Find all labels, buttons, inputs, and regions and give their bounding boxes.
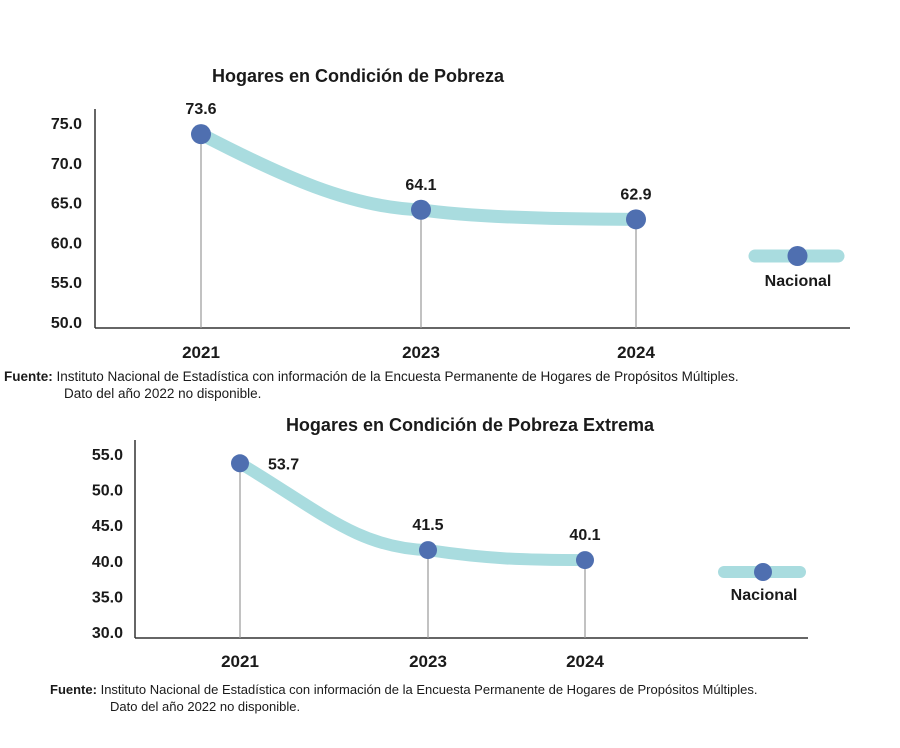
data-point (626, 209, 646, 230)
y-tick-label: 50.0 (92, 483, 123, 500)
data-label: 41.5 (412, 517, 443, 534)
source-text: Instituto Nacional de Estadística con in… (56, 369, 739, 384)
y-tick-label: 70.0 (51, 156, 82, 173)
y-tick-label: 75.0 (51, 116, 82, 133)
y-tick-label: 50.0 (51, 315, 82, 332)
y-tick-label: 40.0 (92, 554, 123, 571)
legend-label: Nacional (731, 587, 798, 604)
source-note-text: Dato del año 2022 no disponible. (64, 386, 262, 401)
source-label: Fuente: (50, 682, 97, 697)
legend-label: Nacional (765, 273, 832, 290)
series-line-nacional (234, 457, 591, 567)
source-note-text: Dato del año 2022 no disponible. (110, 699, 301, 714)
data-label: 62.9 (620, 186, 651, 203)
x-tick-label: 2021 (182, 343, 220, 362)
x-tick-label: 2021 (221, 652, 259, 671)
data-point (411, 199, 431, 220)
source-note-pobreza-extrema: Fuente: Instituto Nacional de Estadístic… (50, 681, 757, 715)
y-tick-label: 30.0 (92, 625, 123, 642)
y-tick-label: 45.0 (92, 518, 123, 535)
x-tick-label: 2023 (402, 343, 440, 362)
y-tick-label: 65.0 (51, 196, 82, 213)
x-tick-label: 2024 (566, 652, 604, 671)
data-point (191, 124, 211, 145)
legend-marker-swatch (787, 246, 808, 266)
y-tick-label: 55.0 (92, 447, 123, 464)
chart-title: Hogares en Condición de Pobreza (212, 66, 505, 86)
chart-title: Hogares en Condición de Pobreza Extrema (286, 415, 655, 435)
source-label: Fuente: (4, 369, 53, 384)
data-point (419, 541, 437, 560)
data-label: 53.7 (268, 456, 299, 473)
legend: Nacional (718, 563, 806, 604)
data-point (576, 551, 594, 570)
y-tick-label: 35.0 (92, 589, 123, 606)
x-tick-label: 2024 (617, 343, 655, 362)
legend-marker-swatch (754, 563, 772, 581)
data-label: 64.1 (405, 177, 436, 194)
data-label: 40.1 (569, 527, 600, 544)
data-label: 73.6 (185, 101, 216, 118)
data-point (231, 454, 249, 473)
y-tick-label: 60.0 (51, 235, 82, 252)
y-tick-label: 55.0 (51, 275, 82, 292)
x-tick-label: 2023 (409, 652, 447, 671)
legend: Nacional (748, 246, 845, 290)
source-note-pobreza: Fuente: Instituto Nacional de Estadístic… (4, 368, 739, 402)
chart-1: Hogares en Condición de Pobreza Extrema 5… (92, 415, 808, 671)
chart-0: Hogares en Condición de Pobreza 75.0 70.0 6… (51, 66, 850, 362)
source-text: Instituto Nacional de Estadística con in… (100, 682, 758, 697)
